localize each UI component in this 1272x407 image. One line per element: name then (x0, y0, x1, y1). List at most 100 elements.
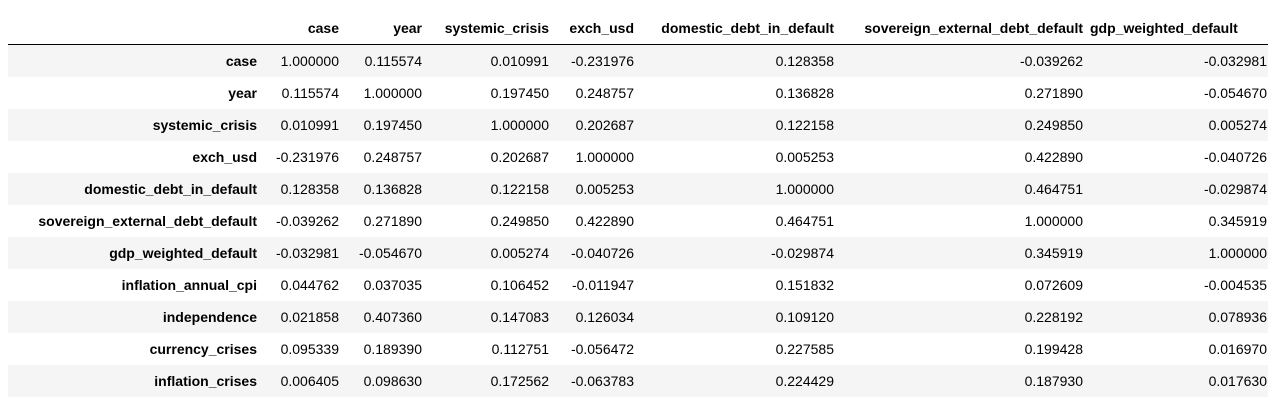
table-cell: 0.112751 (491, 340, 549, 357)
row-label: exch_usd (192, 148, 257, 165)
table-cell: 1.000000 (1024, 212, 1083, 229)
row-label: gdp_weighted_default (109, 244, 257, 261)
table-cell: 0.005253 (775, 148, 834, 165)
table-cell: 0.172562 (490, 372, 549, 389)
table-cell: 0.224429 (775, 372, 834, 389)
table-row: gdp_weighted_default -0.032981 -0.054670 0.… (8, 236, 1268, 269)
table-cell: -0.004535 (1203, 276, 1267, 293)
table-cell: 0.271890 (1024, 84, 1083, 101)
table-cell: -0.029874 (770, 244, 834, 261)
index-header (8, 12, 258, 45)
table-cell: 0.044762 (280, 276, 339, 293)
table-row: exch_usd -0.231976 0.248757 0.202687 1.00000… (8, 140, 1268, 173)
table-cell: 0.271890 (363, 212, 422, 229)
row-label: case (225, 52, 257, 69)
table-cell: 0.422890 (1024, 148, 1083, 165)
table-cell: -0.054670 (358, 244, 422, 261)
table-cell: 0.106452 (490, 276, 549, 293)
table-cell: 0.115574 (364, 52, 422, 69)
table-cell: -0.231976 (570, 52, 634, 69)
table-row: systemic_crisis 0.010991 0.197450 1.000000 0… (8, 108, 1268, 141)
table-cell: 0.010991 (490, 52, 549, 69)
table-cell: 0.005274 (1208, 116, 1267, 133)
table-cell: 0.228192 (1024, 308, 1083, 325)
table-cell: 0.248757 (575, 84, 634, 101)
row-label: year (228, 84, 257, 101)
table-cell: -0.056472 (570, 340, 634, 357)
table-row: currency_crises 0.095339 0.189390 0.112751 -… (8, 332, 1268, 365)
column-header: gdp_weighted_default (1084, 12, 1268, 45)
table-cell: 0.345919 (1208, 212, 1267, 229)
column-header: domestic_debt_in_default (635, 12, 835, 45)
table-cell: 0.464751 (1024, 180, 1083, 197)
table-cell: 0.128358 (280, 180, 339, 197)
table-cell: 0.006405 (280, 372, 339, 389)
table-cell: 1.000000 (1208, 244, 1267, 261)
correlation-table: case year systemic_crisis exch_usd domes… (8, 12, 1268, 397)
table-cell: 0.199428 (1024, 340, 1083, 357)
table-cell: 0.248757 (363, 148, 422, 165)
table-cell: 0.017630 (1208, 372, 1267, 389)
table-cell: 0.202687 (490, 148, 549, 165)
row-label: inflation_annual_cpi (121, 276, 257, 293)
table-cell: 0.037035 (363, 276, 422, 293)
table-cell: 0.187930 (1024, 372, 1083, 389)
table-cell: 0.189390 (363, 340, 422, 357)
header-row: case year systemic_crisis exch_usd domes… (8, 12, 1268, 45)
column-header: exch_usd (550, 12, 635, 45)
column-header: systemic_crisis (423, 12, 550, 45)
table-cell: 0.249850 (490, 212, 549, 229)
row-label: sovereign_external_debt_default (38, 212, 257, 229)
table-row: independence 0.021858 0.407360 0.147083 0.12… (8, 300, 1268, 333)
table-row: year 0.115574 1.000000 0.197450 0.248757 0.13… (8, 76, 1268, 109)
table-cell: 1.000000 (490, 116, 549, 133)
table-cell: -0.029874 (1203, 180, 1267, 197)
table-row: inflation_crises 0.006405 0.098630 0.172562… (8, 364, 1268, 397)
table-cell: 0.010991 (280, 116, 339, 133)
table-cell: 1.000000 (363, 84, 422, 101)
table-cell: -0.039262 (1019, 52, 1083, 69)
column-header: year (340, 12, 423, 45)
table-cell: 0.128358 (775, 52, 834, 69)
table-row: sovereign_external_debt_default -0.039262… (8, 204, 1268, 237)
table-row: domestic_debt_in_default 0.128358 0.136828… (8, 172, 1268, 205)
table-cell: 0.345919 (1024, 244, 1083, 261)
table-cell: -0.011947 (571, 276, 634, 293)
table-cell: -0.040726 (1203, 148, 1267, 165)
row-label: systemic_crisis (152, 116, 257, 133)
table-cell: 0.072609 (1024, 276, 1083, 293)
table-cell: 0.098630 (363, 372, 422, 389)
table-row: case 1.000000 0.115574 0.010991 -0.231976 0.1… (8, 44, 1268, 77)
table-cell: 0.197450 (490, 84, 549, 101)
table-cell: -0.032981 (1203, 52, 1267, 69)
table-cell: 0.197450 (363, 116, 422, 133)
table-cell: 0.422890 (575, 212, 634, 229)
table-cell: 0.151832 (775, 276, 834, 293)
table-cell: 0.227585 (775, 340, 834, 357)
table-cell: 1.000000 (575, 148, 634, 165)
table-cell: -0.063783 (570, 372, 634, 389)
table-cell: -0.039262 (275, 212, 339, 229)
table-row: inflation_annual_cpi 0.044762 0.037035 0.10… (8, 268, 1268, 301)
table-cell: 1.000000 (280, 52, 339, 69)
table-cell: 0.005274 (490, 244, 549, 261)
table-cell: 0.122158 (490, 180, 549, 197)
table-cell: 0.021858 (280, 308, 339, 325)
table-cell: -0.054670 (1203, 84, 1267, 101)
table-cell: 0.136828 (363, 180, 422, 197)
table-cell: 0.005253 (575, 180, 634, 197)
table-cell: -0.231976 (275, 148, 339, 165)
table-cell: 1.000000 (775, 180, 834, 197)
table-cell: 0.095339 (280, 340, 339, 357)
table-cell: 0.407360 (363, 308, 422, 325)
table-cell: 0.136828 (775, 84, 834, 101)
table-cell: 0.122158 (775, 116, 834, 133)
row-label: independence (162, 308, 257, 325)
table-cell: 0.202687 (575, 116, 634, 133)
row-label: currency_crises (149, 340, 257, 357)
row-label: inflation_crises (154, 372, 257, 389)
column-header: case (258, 12, 340, 45)
table-cell: 0.109120 (775, 308, 834, 325)
table-cell: 0.464751 (775, 212, 834, 229)
